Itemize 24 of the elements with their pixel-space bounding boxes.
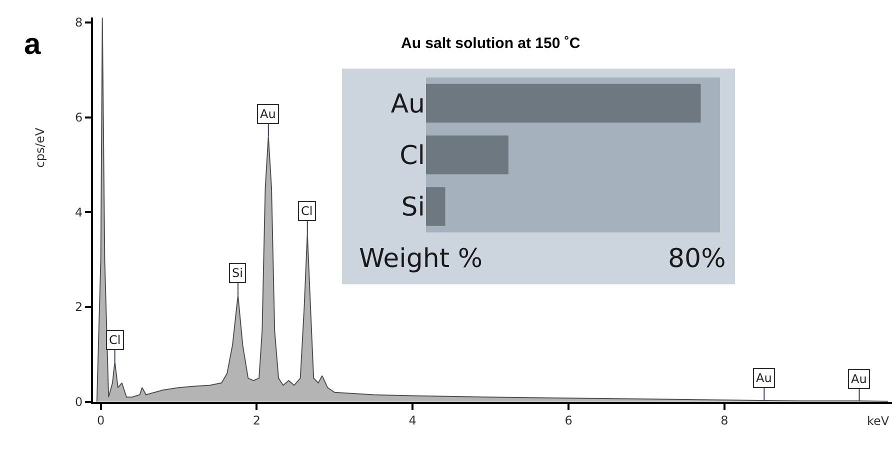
y-tick-label: Si	[401, 192, 425, 223]
x-tick-label: 8	[720, 413, 728, 428]
annotation: Cl	[301, 204, 313, 218]
annotation: 80%	[668, 244, 726, 274]
y-tick-label: 8	[74, 16, 83, 30]
x-tick-label: 6	[564, 413, 572, 428]
annotation: Au	[851, 372, 867, 386]
y-axis-title: cps/eV	[33, 126, 48, 168]
x-axis-title: keV	[867, 414, 890, 428]
annotation: Cl	[109, 333, 121, 347]
y-tick-label: Cl	[400, 140, 425, 171]
y-tick-label: Au	[390, 89, 425, 120]
annotation: Au	[260, 107, 276, 121]
y-tick-label: 4	[74, 205, 83, 220]
y-tick-label: 0	[74, 395, 83, 410]
y-tick-label: 2	[74, 300, 83, 314]
y-tick-label: 6	[74, 110, 83, 124]
text: Au salt solution at 150 ˚C	[401, 35, 580, 52]
text: a	[24, 28, 41, 61]
x-tick-label: 2	[252, 413, 261, 428]
annotation: Au	[756, 371, 772, 385]
x-tick-label: 0	[96, 413, 105, 428]
x-axis-title: Weight %	[359, 244, 483, 274]
annotation: Si	[232, 266, 243, 280]
